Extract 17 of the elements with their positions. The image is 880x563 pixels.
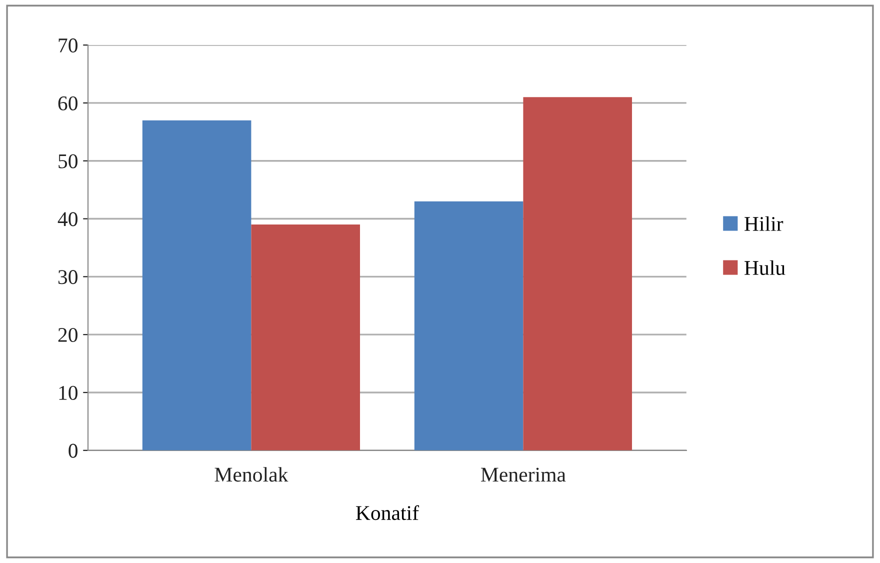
bar [251, 224, 360, 450]
y-tick-label: 20 [58, 328, 78, 342]
x-axis-title: Konatif [356, 505, 420, 520]
bar [523, 97, 632, 450]
x-tick-label: Menolak [214, 467, 288, 482]
y-tick-label: 60 [58, 96, 78, 110]
x-tick-label: Menerima [480, 468, 566, 482]
bar [414, 201, 524, 450]
legend-label: Hulu [744, 260, 786, 276]
y-tick-label: 30 [58, 270, 78, 284]
legend-label: Hilir [744, 216, 784, 231]
y-tick-label: 50 [58, 154, 78, 168]
bar [142, 120, 252, 450]
y-tick-label: 0 [68, 444, 78, 458]
y-tick-label: 70 [58, 38, 78, 52]
y-tick-label: 10 [59, 386, 78, 400]
y-tick-label: 40 [58, 212, 78, 226]
